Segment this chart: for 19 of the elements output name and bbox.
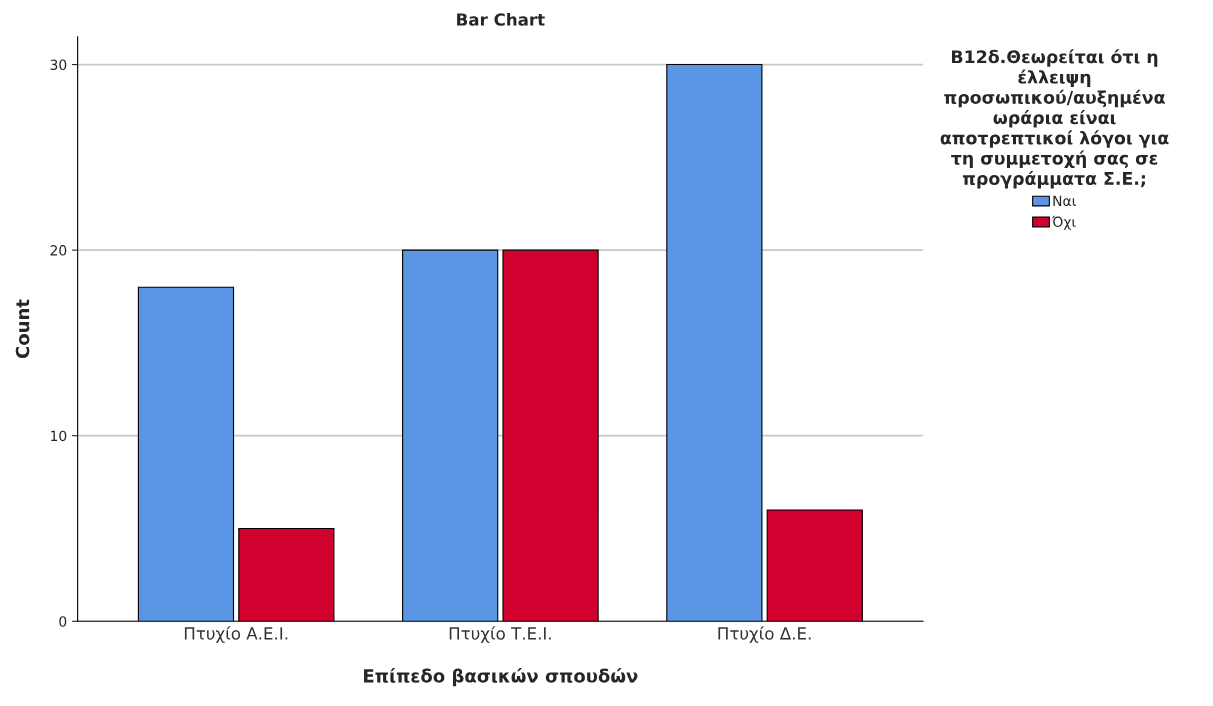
- bar: [402, 249, 499, 622]
- y-tick-label: 30: [50, 59, 67, 71]
- y-tick-label: 20: [50, 245, 67, 256]
- bar: [766, 509, 863, 622]
- legend-label: Ναι: [1053, 195, 1076, 207]
- y-tick-label: 10: [51, 430, 67, 442]
- bar: [666, 63, 763, 622]
- x-axis-title: Επίπεδο βασικών σπουδών: [364, 667, 638, 687]
- bar: [502, 249, 599, 622]
- x-tick-label: Πτυχίο Α.Ε.Ι.: [184, 626, 288, 643]
- bar: [238, 527, 335, 622]
- bar: [137, 286, 235, 622]
- legend-title: B12δ.Θεωρείται ότι η έλλειψη προσωπικού/αυξημένα ωράρια είναι αποτρεπτικοί λόγοι για τη συμμετοχή σας σε προγράμματα Σ.Ε.;: [940, 49, 1169, 189]
- y-axis-title: Count: [15, 299, 30, 359]
- x-tick-label: Πτυχίο Δ.Ε.: [718, 626, 811, 643]
- legend-label: Όχι: [1052, 215, 1076, 230]
- chart-title: Bar Chart: [457, 12, 545, 26]
- x-tick-label: Πτυχίο Τ.Ε.Ι.: [449, 626, 551, 643]
- y-tick-label: 0: [59, 616, 67, 627]
